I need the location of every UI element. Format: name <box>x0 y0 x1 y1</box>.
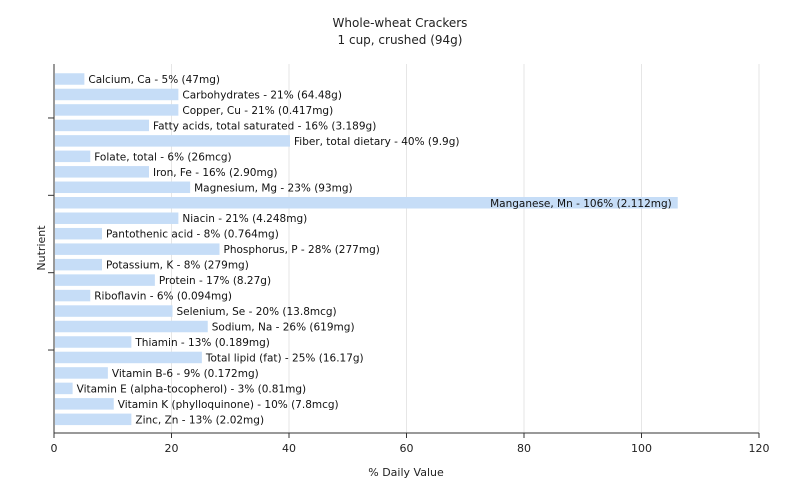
bar <box>55 274 155 286</box>
bar <box>55 320 208 333</box>
bar <box>55 119 149 132</box>
bar-label: Vitamin B-6 - 9% (0.172mg) <box>112 368 259 380</box>
bar-label: Niacin - 21% (4.248mg) <box>182 213 307 225</box>
bar-label: Fatty acids, total saturated - 16% (3.18… <box>153 120 376 132</box>
y-axis-label: Nutrient <box>35 225 48 271</box>
axes: 0 20 40 60 80 100 120 <box>48 64 770 455</box>
x-tick-label: 20 <box>165 442 179 455</box>
bar <box>55 398 114 410</box>
chart-title: Whole-wheat Crackers <box>333 16 468 30</box>
bars: Calcium, Ca - 5% (47mg) Carbohydrates - 2… <box>55 73 678 426</box>
bar <box>55 289 91 302</box>
bar-label: Potassium, K - 8% (279mg) <box>106 260 249 272</box>
bar <box>55 197 678 209</box>
bar <box>55 150 91 163</box>
bar-label: Total lipid (fat) - 25% (16.17g) <box>205 352 364 364</box>
x-tick-label: 80 <box>517 442 531 455</box>
bar-label: Manganese, Mn - 106% (2.112mg) <box>490 198 672 210</box>
bar-label: Copper, Cu - 21% (0.417mg) <box>182 105 333 117</box>
x-tick-label: 100 <box>631 442 652 455</box>
bar-label: Zinc, Zn - 13% (2.02mg) <box>135 414 264 426</box>
bar <box>55 382 73 395</box>
bar <box>55 305 173 317</box>
x-tick-label: 60 <box>400 442 414 455</box>
bar-label: Fiber, total dietary - 40% (9.9g) <box>294 136 459 148</box>
bar <box>55 181 191 194</box>
bar <box>55 243 220 255</box>
bar-label: Carbohydrates - 21% (64.48g) <box>182 89 342 101</box>
bar <box>55 258 102 271</box>
bar <box>55 227 102 240</box>
x-tick-label: 40 <box>282 442 296 455</box>
bar <box>55 135 290 147</box>
bar-label: Folate, total - 6% (26mcg) <box>94 151 231 163</box>
bar <box>55 413 132 426</box>
bar <box>55 336 132 348</box>
grid-lines <box>171 64 760 433</box>
bar-label: Protein - 17% (8.27g) <box>159 275 271 287</box>
bar <box>55 166 149 178</box>
bar-label: Riboflavin - 6% (0.094mg) <box>94 291 232 303</box>
bar-label: Sodium, Na - 26% (619mg) <box>212 322 355 334</box>
x-axis-label: % Daily Value <box>368 466 444 479</box>
bar <box>55 73 85 85</box>
bar-label: Calcium, Ca - 5% (47mg) <box>88 74 220 86</box>
bar <box>55 351 202 364</box>
bar-label: Vitamin E (alpha-tocopherol) - 3% (0.81m… <box>77 383 307 395</box>
bar <box>55 88 179 101</box>
bar-label: Pantothenic acid - 8% (0.764mg) <box>106 229 279 241</box>
bar-label: Thiamin - 13% (0.189mg) <box>134 337 270 349</box>
bar-label: Phosphorus, P - 28% (277mg) <box>224 244 380 256</box>
bar <box>55 104 179 116</box>
bar-label: Magnesium, Mg - 23% (93mg) <box>194 182 353 194</box>
bar <box>55 367 108 379</box>
x-tick-label: 120 <box>749 442 770 455</box>
bar-label: Iron, Fe - 16% (2.90mg) <box>153 167 277 179</box>
bar-label: Selenium, Se - 20% (13.8mcg) <box>177 306 337 318</box>
bar <box>55 212 179 224</box>
chart-subtitle: 1 cup, crushed (94g) <box>338 33 463 47</box>
x-tick-label: 0 <box>51 442 58 455</box>
bar-label: Vitamin K (phylloquinone) - 10% (7.8mcg) <box>118 399 339 411</box>
